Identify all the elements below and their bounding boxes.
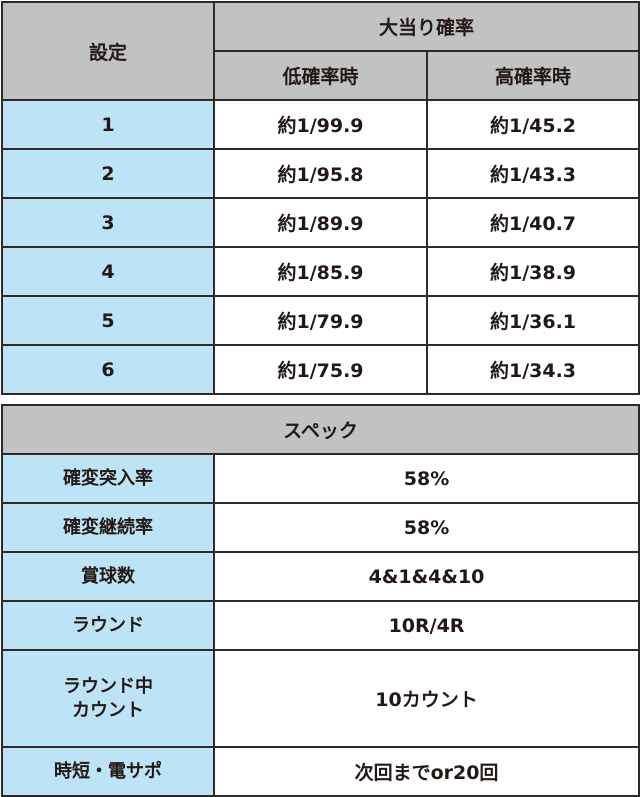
setting-header: 設定	[1, 1, 215, 101]
table-row: ラウンド中 カウント 10カウント	[1, 649, 640, 748]
table-row: 確変突入率 58%	[1, 453, 640, 504]
spec-value: 10R/4R	[212, 600, 640, 651]
low-prob-cell: 約1/85.9	[213, 246, 428, 297]
spec-label: ラウンド	[1, 600, 215, 651]
table-row: 3 約1/89.9 約1/40.7	[1, 197, 640, 248]
spec-value: 次回までor20回	[212, 746, 640, 797]
setting-cell: 2	[1, 148, 215, 199]
setting-cell: 1	[1, 99, 215, 150]
high-prob-cell: 約1/45.2	[425, 99, 640, 150]
spec-label: 賞球数	[1, 551, 215, 602]
table-row: 6 約1/75.9 約1/34.3	[1, 344, 640, 395]
spec-value: 10カウント	[212, 649, 640, 748]
setting-cell: 3	[1, 197, 215, 248]
table-row: 2 約1/95.8 約1/43.3	[1, 148, 640, 199]
table-row: 5 約1/79.9 約1/36.1	[1, 295, 640, 346]
setting-cell: 6	[1, 344, 215, 395]
spec-label-line2: カウント	[72, 699, 144, 721]
spec-table: スペック 確変突入率 58% 確変継続率 58% 賞球数 4&1&4&10 ラウ…	[0, 404, 640, 797]
table-row: 確変継続率 58%	[1, 502, 640, 553]
low-prob-cell: 約1/99.9	[213, 99, 428, 150]
setting-cell: 4	[1, 246, 215, 297]
spec-label: 確変突入率	[1, 453, 215, 504]
spec-value: 4&1&4&10	[212, 551, 640, 602]
table-row: 4 約1/85.9 約1/38.9	[1, 246, 640, 297]
low-prob-cell: 約1/79.9	[213, 295, 428, 346]
table-row: ラウンド 10R/4R	[1, 600, 640, 651]
low-prob-header: 低確率時	[213, 50, 428, 101]
table-row: 賞球数 4&1&4&10	[1, 551, 640, 602]
table-row: 時短・電サポ 次回までor20回	[1, 746, 640, 797]
spec-label: 確変継続率	[1, 502, 215, 553]
low-prob-cell: 約1/89.9	[213, 197, 428, 248]
spec-label: ラウンド中 カウント	[1, 649, 215, 748]
high-prob-cell: 約1/34.3	[425, 344, 640, 395]
high-prob-cell: 約1/36.1	[425, 295, 640, 346]
low-prob-cell: 約1/95.8	[213, 148, 428, 199]
spec-label-line1: ラウンド中	[63, 675, 153, 697]
spec-label: 時短・電サポ	[1, 746, 215, 797]
setting-cell: 5	[1, 295, 215, 346]
odds-table: 設定 大当り確率 低確率時 高確率時 1 約1/99.9 約1/45.2 2 約…	[1, 1, 640, 395]
low-prob-cell: 約1/75.9	[213, 344, 428, 395]
high-prob-cell: 約1/38.9	[425, 246, 640, 297]
spec-value: 58%	[212, 453, 640, 504]
jackpot-header: 大当り確率	[212, 1, 640, 52]
high-prob-cell: 約1/40.7	[425, 197, 640, 248]
high-prob-cell: 約1/43.3	[425, 148, 640, 199]
table-row: 1 約1/99.9 約1/45.2	[1, 99, 640, 150]
spec-value: 58%	[212, 502, 640, 553]
spec-header: スペック	[0, 404, 640, 455]
high-prob-header: 高確率時	[425, 50, 640, 101]
